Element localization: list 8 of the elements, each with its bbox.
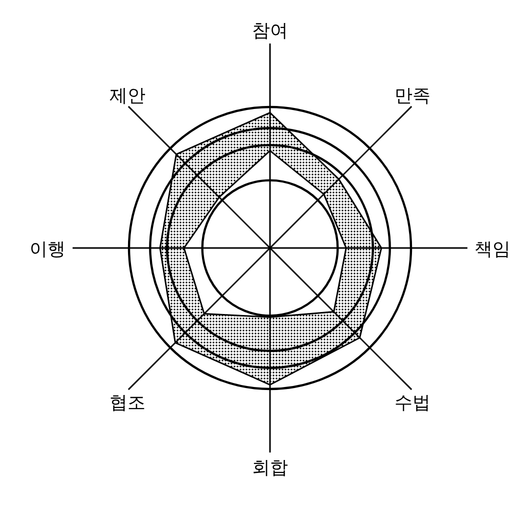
spoke-label: 만족 (394, 85, 431, 106)
spoke-label: 수법 (394, 392, 431, 414)
spoke-label: 책임 (474, 239, 510, 260)
spoke-label: 협조 (109, 392, 146, 414)
spoke-label: 이행 (30, 239, 66, 260)
spoke-label: 참여 (252, 20, 288, 42)
spoke-label: 회합 (252, 458, 288, 478)
spoke-label: 제안 (109, 85, 146, 106)
